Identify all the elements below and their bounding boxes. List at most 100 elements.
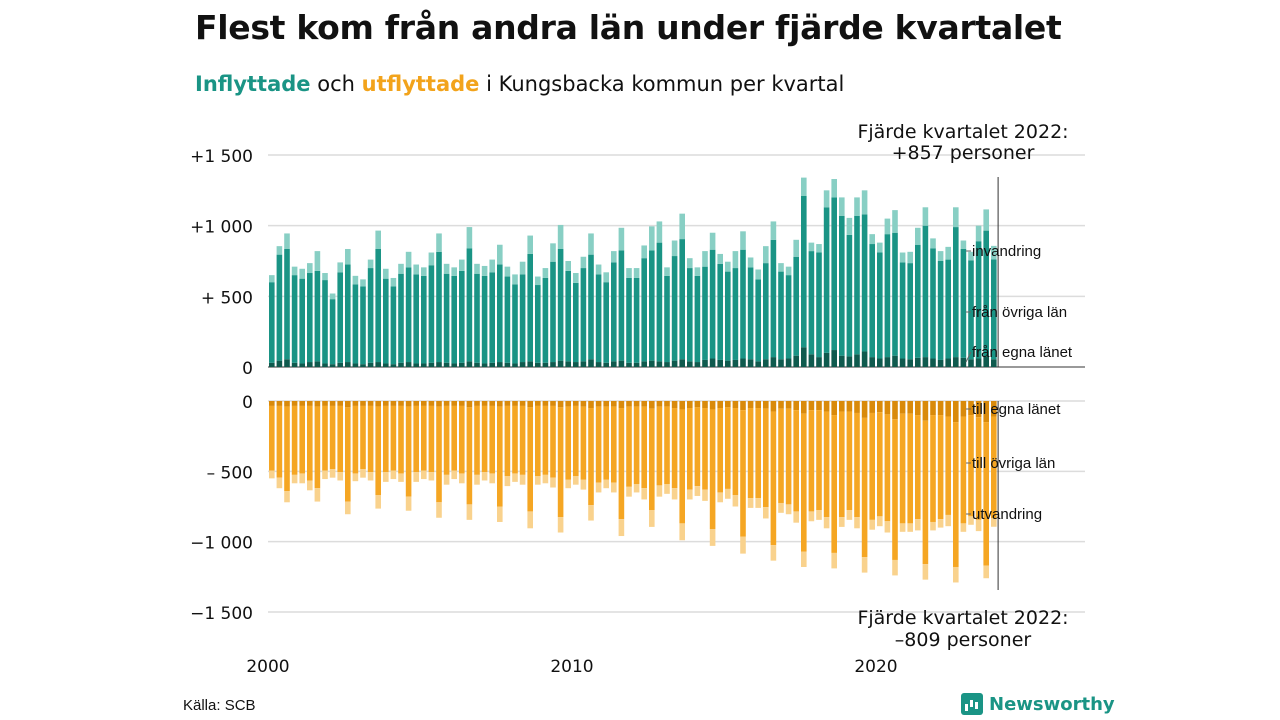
- bar-out-2: [907, 523, 913, 532]
- bar-out-0: [307, 401, 313, 406]
- bar-out-0: [679, 401, 685, 410]
- bar-in-0: [846, 356, 853, 367]
- bar-in-0: [284, 359, 290, 367]
- bar-out-0: [565, 401, 571, 407]
- bar-in-0: [329, 364, 336, 367]
- bar-out-2: [831, 552, 837, 569]
- bar-in-2: [542, 268, 549, 278]
- y-tick-label: +1 000: [190, 218, 253, 238]
- bar-out-0: [428, 401, 435, 406]
- bar-out-1: [945, 416, 951, 515]
- bar-out-0: [421, 401, 427, 406]
- bar-out-2: [983, 565, 989, 579]
- bar-out-0: [527, 401, 533, 408]
- bar-in-0: [276, 360, 283, 367]
- subtitle-and-word: och: [317, 72, 355, 96]
- bar-out-2: [709, 529, 716, 546]
- bar-in-2: [398, 263, 404, 274]
- bar-out-2: [436, 502, 442, 518]
- bar-out-2: [383, 472, 389, 482]
- bar-in-2: [626, 268, 632, 278]
- bar-in-0: [983, 356, 989, 367]
- y-tick-label: – 500: [207, 463, 253, 483]
- bar-in-0: [633, 362, 640, 367]
- bar-in-2: [527, 235, 533, 254]
- bar-out-2: [527, 511, 533, 529]
- bar-out-2: [405, 496, 412, 511]
- bar-in-2: [413, 264, 419, 275]
- bar-in-2: [519, 261, 526, 275]
- bar-in-0: [405, 362, 412, 367]
- bar-out-2: [763, 507, 769, 519]
- bar-in-1: [960, 248, 967, 358]
- bar-in-1: [611, 262, 617, 362]
- bar-out-2: [322, 470, 328, 480]
- bar-in-2: [588, 233, 594, 255]
- bar-out-1: [595, 406, 602, 483]
- bar-in-2: [953, 207, 959, 228]
- bar-in-0: [717, 359, 723, 367]
- subtitle-in-word: Inflyttade: [195, 72, 311, 96]
- bar-in-0: [641, 361, 647, 367]
- bar-in-2: [656, 221, 663, 243]
- bar-in-1: [329, 299, 336, 365]
- bar-in-0: [626, 362, 632, 367]
- bar-out-2: [481, 472, 488, 481]
- bar-out-1: [778, 408, 784, 503]
- bar-out-2: [930, 521, 936, 531]
- bar-in-0: [702, 359, 708, 367]
- bar-out-2: [573, 476, 579, 485]
- bar-out-2: [291, 474, 298, 484]
- bar-in-0: [861, 351, 868, 367]
- source-label: Källa: SCB: [183, 697, 256, 714]
- bar-in-0: [367, 362, 374, 367]
- bar-in-1: [709, 249, 716, 359]
- bar-in-2: [337, 262, 343, 273]
- bar-out-0: [550, 401, 556, 406]
- bar-out-1: [367, 405, 374, 473]
- bar-in-2: [702, 251, 708, 267]
- bar-in-1: [877, 252, 883, 359]
- bar-in-0: [588, 359, 594, 367]
- bar-in-0: [656, 361, 663, 367]
- bar-out-2: [785, 504, 792, 515]
- series-label-in: invandring: [972, 243, 1041, 260]
- bar-out-2: [854, 517, 860, 529]
- bar-in-2: [436, 233, 442, 252]
- bar-out-2: [960, 523, 967, 532]
- bar-out-2: [284, 491, 290, 503]
- bar-out-2: [740, 536, 746, 554]
- bar-out-0: [709, 401, 716, 410]
- bar-out-1: [421, 405, 427, 471]
- bar-out-0: [299, 401, 305, 406]
- bar-out-0: [383, 401, 389, 406]
- bar-in-2: [846, 217, 853, 235]
- bar-in-1: [519, 274, 526, 363]
- bar-in-0: [785, 358, 792, 367]
- bar-out-0: [687, 401, 693, 409]
- bar-out-0: [443, 401, 450, 406]
- bar-out-2: [588, 505, 594, 521]
- bar-in-0: [747, 359, 754, 367]
- bar-in-2: [823, 190, 830, 208]
- bar-in-1: [504, 276, 511, 363]
- bar-in-1: [945, 259, 951, 359]
- bar-out-1: [527, 407, 533, 512]
- bar-in-2: [740, 231, 746, 250]
- bar-chart-icon: [961, 693, 983, 715]
- bar-out-1: [459, 405, 465, 474]
- bar-in-0: [694, 362, 701, 367]
- bar-out-2: [413, 472, 419, 482]
- bar-in-0: [808, 354, 815, 367]
- logo-text: Newsworthy: [989, 693, 1115, 715]
- bar-out-1: [877, 412, 883, 517]
- bar-out-2: [770, 545, 777, 561]
- bar-out-0: [694, 401, 701, 408]
- bar-in-0: [565, 361, 571, 367]
- bar-out-0: [649, 401, 655, 409]
- bar-in-0: [489, 362, 495, 367]
- bar-out-2: [428, 472, 435, 481]
- bar-in-0: [877, 358, 883, 367]
- bar-in-1: [550, 261, 556, 363]
- bar-out-1: [839, 411, 845, 518]
